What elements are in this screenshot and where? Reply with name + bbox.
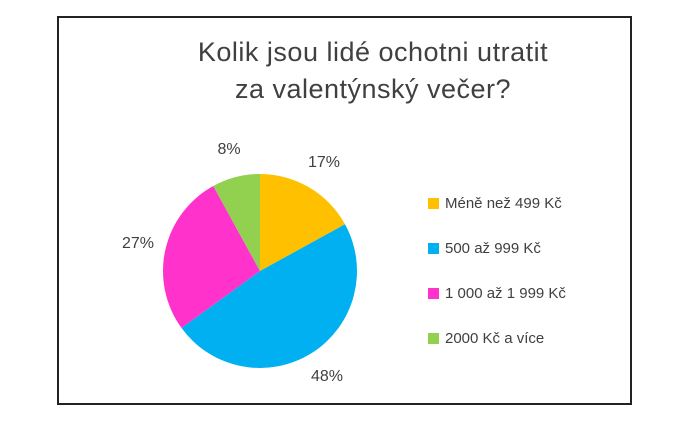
pie-percent-label-3: 8%: [217, 141, 241, 158]
chart-title-line-2: za valentýnský večer?: [234, 74, 512, 104]
pie-slice-1: [181, 224, 357, 368]
legend-label-2: 1 000 až 1 999 Kč: [445, 285, 566, 302]
chart-frame: [57, 16, 632, 405]
legend-label-3: 2000 Kč a více: [445, 330, 545, 347]
pie-percent-label-0: 17%: [307, 154, 341, 171]
legend-label-0: Méně než 499 Kč: [445, 195, 562, 212]
legend-item-2: 1 000 až 1 999 Kč: [428, 285, 566, 302]
legend-swatch-3: [428, 333, 439, 344]
legend-item-1: 500 až 999 Kč: [428, 240, 566, 257]
legend-item-3: 2000 Kč a více: [428, 330, 566, 347]
legend: Méně než 499 Kč 500 až 999 Kč 1 000 až 1 9…: [428, 195, 566, 376]
pie-percent-label-1: 48%: [310, 368, 344, 385]
pie-slice-3: [213, 174, 260, 271]
legend-item-0: Méně než 499 Kč: [428, 195, 566, 212]
legend-swatch-1: [428, 243, 439, 254]
legend-label-1: 500 až 999 Kč: [445, 240, 541, 257]
pie-percent-label-2: 27%: [121, 235, 155, 252]
pie-slice-0: [260, 174, 345, 271]
pie-slice-2: [163, 186, 260, 329]
legend-swatch-0: [428, 198, 439, 209]
legend-swatch-2: [428, 288, 439, 299]
chart-title-line-1: Kolik jsou lidé ochotni utratit: [197, 37, 549, 67]
chart-title: Kolik jsou lidé ochotni utratit za valen…: [90, 34, 656, 108]
